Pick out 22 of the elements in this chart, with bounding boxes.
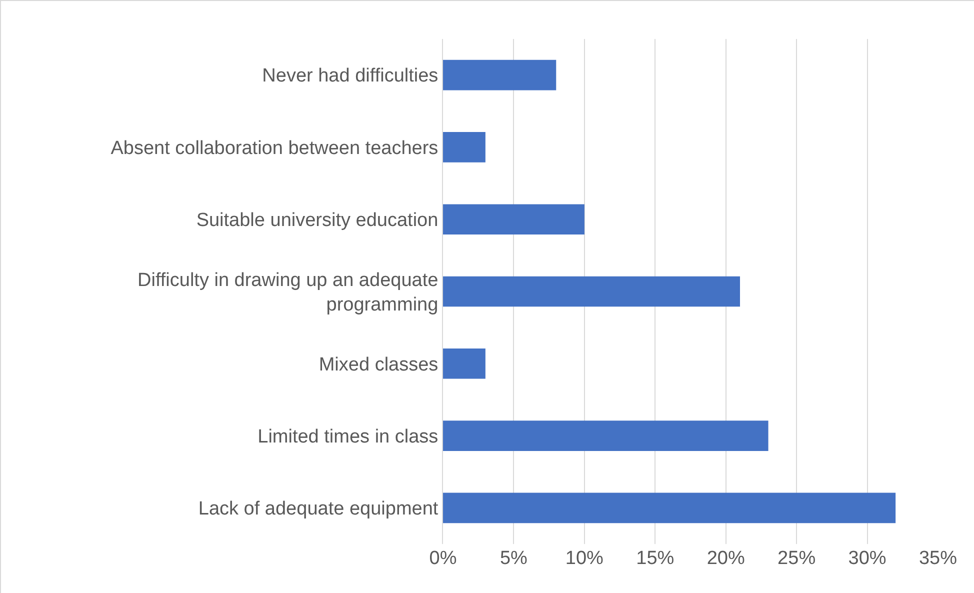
y-tick-label: Absent collaboration between teachers [110,138,438,159]
x-tick-label: 30% [848,548,886,569]
bar [443,348,486,379]
y-tick-label: Lack of adequate equipment [198,498,439,520]
y-tick-label: Difficulty in drawing up an adequate programming [138,270,438,316]
bar [443,60,556,90]
x-tick-label: 5% [500,548,528,569]
y-tick-label: Limited times in class [258,426,438,448]
x-tick-label: 20% [706,548,745,569]
x-tick-label: 35% [918,548,958,569]
x-tick-label: 25% [778,548,816,569]
x-tick-label: 0% [429,548,457,569]
y-tick-label: Suitable university education [196,210,438,232]
x-tick-label: 15% [636,548,674,569]
bar [443,492,896,524]
bar [443,204,584,235]
x-tick-label: 10% [565,548,604,569]
y-tick-label: Never had difficulties [262,66,438,87]
bar [443,276,740,307]
y-tick-label: Mixed classes [318,354,438,376]
bar [443,420,768,451]
bar [443,132,486,162]
